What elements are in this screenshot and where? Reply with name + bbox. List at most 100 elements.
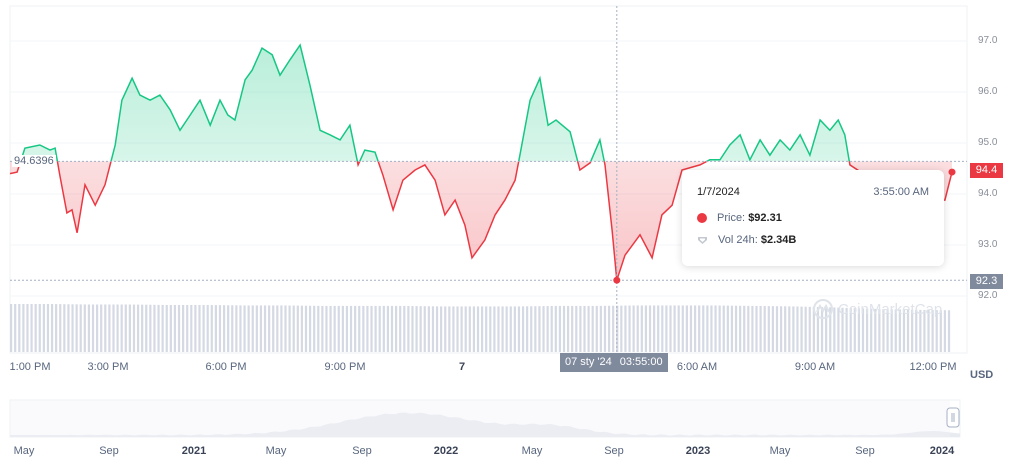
volume-bar: [370, 305, 373, 352]
navigator-tick-label: 2021: [181, 445, 207, 457]
volume-bar: [743, 305, 746, 352]
volume-bar: [718, 305, 721, 352]
volume-bar: [243, 305, 246, 352]
volume-bar: [476, 306, 480, 352]
navigator-handle[interactable]: [946, 407, 960, 428]
crosshair-price-label: 92.3: [970, 274, 1003, 289]
volume-bar: [767, 306, 770, 352]
volume-bar: [415, 306, 418, 352]
volume-bar: [620, 305, 623, 352]
volume-bar: [673, 305, 676, 352]
y-tick-label: 95.0: [978, 137, 998, 148]
crosshair-time: 03:55:00: [619, 356, 663, 368]
volume-bar: [10, 304, 13, 352]
volume-bar: [288, 305, 291, 352]
volume-bar: [366, 305, 369, 352]
volume-bar: [784, 306, 787, 352]
volume-bar: [411, 306, 414, 352]
volume-bar: [861, 308, 865, 352]
volume-bar: [75, 304, 78, 352]
volume-bar: [829, 307, 832, 352]
volume-bar: [452, 306, 455, 352]
volume-bar: [26, 304, 29, 352]
watermark: CoinMarketCap: [812, 298, 942, 320]
crosshair-time-label: 07 sty '24 03:55:00: [560, 353, 668, 372]
volume-bar: [100, 304, 103, 352]
tooltip-time: 3:55:00 AM: [873, 186, 929, 198]
x-tick-label: 9:00 AM: [794, 361, 836, 373]
volume-bar: [456, 306, 459, 352]
volume-bar: [374, 305, 377, 352]
volume-bar: [636, 305, 639, 352]
volume-bar: [698, 305, 701, 352]
volume-bar: [943, 310, 947, 352]
navigator-area: [10, 412, 960, 437]
volume-bar: [624, 305, 627, 352]
volume-bar: [915, 309, 918, 352]
area-fill-up: [10, 45, 952, 162]
volume-bar: [403, 305, 406, 352]
volume-bar: [460, 306, 463, 352]
volume-bar: [554, 305, 557, 352]
volume-bar: [296, 305, 299, 352]
volume-bar: [595, 305, 598, 352]
volume-bar: [571, 305, 574, 352]
price-line-up: [19, 43, 851, 162]
volume-bar: [878, 309, 881, 352]
volume-bar: [923, 309, 926, 352]
volume-bar: [186, 304, 189, 352]
volume-bar: [931, 310, 934, 352]
volume-bar: [431, 306, 435, 352]
volume-bar: [677, 305, 680, 352]
tooltip-price-value: $92.31: [748, 212, 782, 224]
volume-bar: [734, 305, 738, 352]
last-price-point: [948, 168, 956, 176]
volume-bar: [46, 304, 50, 352]
volume-bar: [300, 305, 303, 352]
volume-bar: [268, 305, 271, 352]
volume-bar: [681, 305, 684, 352]
x-tick-label: 3:00 PM: [87, 361, 129, 373]
volume-bar: [890, 309, 893, 352]
volume-bar: [165, 304, 168, 352]
volume-bar: [79, 304, 82, 352]
volume-bar: [825, 307, 828, 352]
volume-bar: [808, 306, 811, 352]
price-line-down: [9, 161, 953, 281]
volume-bar: [927, 309, 930, 352]
volume-bar: [448, 306, 451, 352]
volume-bar: [313, 305, 316, 352]
volume-bar: [333, 305, 336, 352]
volume-bar: [444, 306, 447, 352]
volume-bar: [136, 304, 140, 352]
volume-bar: [83, 304, 86, 352]
volume-bar: [239, 305, 242, 352]
volume-bar: [222, 305, 226, 352]
volume-bar: [91, 304, 95, 352]
volume-bar: [779, 306, 783, 352]
volume-bar: [231, 305, 234, 352]
x-tick-label: 12:00 PM: [909, 361, 957, 373]
volume-bar: [145, 304, 148, 352]
volume-bar: [206, 304, 209, 352]
volume-bar: [210, 305, 213, 352]
price-dot-icon: [697, 213, 707, 223]
volume-bar: [513, 306, 516, 352]
volume-bar: [497, 306, 500, 352]
coinmarketcap-logo-icon: [813, 299, 833, 319]
volume-bar: [587, 305, 590, 352]
currency-label: USD: [970, 369, 994, 381]
volume-bar: [153, 304, 156, 352]
tooltip: 1/7/2024 3:55:00 AM Price: $92.31 Vol 24…: [682, 170, 944, 266]
volume-bar: [202, 304, 205, 352]
volume-bar: [693, 305, 697, 352]
volume-bar: [329, 305, 332, 352]
volume-bar: [472, 306, 476, 352]
navigator-tick-label: May: [521, 445, 543, 457]
volume-bar: [788, 306, 791, 352]
volume-bar: [710, 305, 713, 352]
navigator-tick-label: 2022: [433, 445, 459, 457]
volume-bar: [538, 306, 541, 352]
volume-bar: [894, 309, 897, 352]
